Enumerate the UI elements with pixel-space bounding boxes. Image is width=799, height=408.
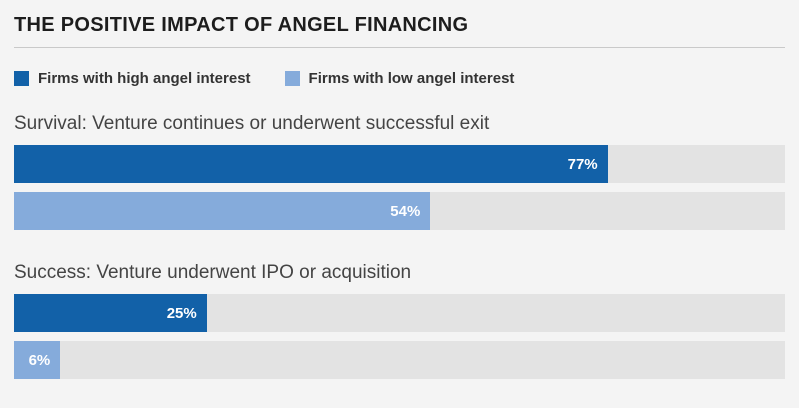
bar-track-survival-high: 77%	[14, 145, 785, 183]
bar-survival-low: 54%	[14, 192, 431, 230]
bar-value-success-low: 6%	[28, 351, 51, 369]
legend-swatch-low-icon	[284, 71, 300, 86]
bar-track-survival-low: 54%	[14, 192, 785, 230]
bar-success-low: 6%	[14, 341, 61, 379]
bar-value-survival-low: 54%	[390, 202, 421, 220]
legend-swatch-high-icon	[14, 71, 29, 86]
group-label-success: Success: Venture underwent IPO or acquis…	[14, 262, 412, 283]
group-label-survival: Survival: Venture continues or underwent…	[14, 113, 490, 134]
chart-title: THE POSITIVE IMPACT OF ANGEL FINANCING	[14, 14, 469, 36]
bar-survival-high: 77%	[14, 145, 608, 183]
bar-track-success-high: 25%	[14, 294, 785, 332]
legend-label-high: Firms with high angel interest	[38, 70, 251, 87]
bar-value-survival-high: 77%	[567, 155, 598, 173]
legend-item-high: Firms with high angel interest	[14, 70, 251, 87]
legend-item-low: Firms with low angel interest	[284, 70, 515, 87]
bar-track-success-low: 6%	[14, 341, 785, 379]
bar-value-success-high: 25%	[166, 304, 197, 322]
legend: Firms with high angel interest Firms wit…	[14, 70, 785, 87]
legend-label-low: Firms with low angel interest	[308, 70, 515, 87]
bar-success-high: 25%	[14, 294, 207, 332]
title-divider	[14, 47, 785, 48]
